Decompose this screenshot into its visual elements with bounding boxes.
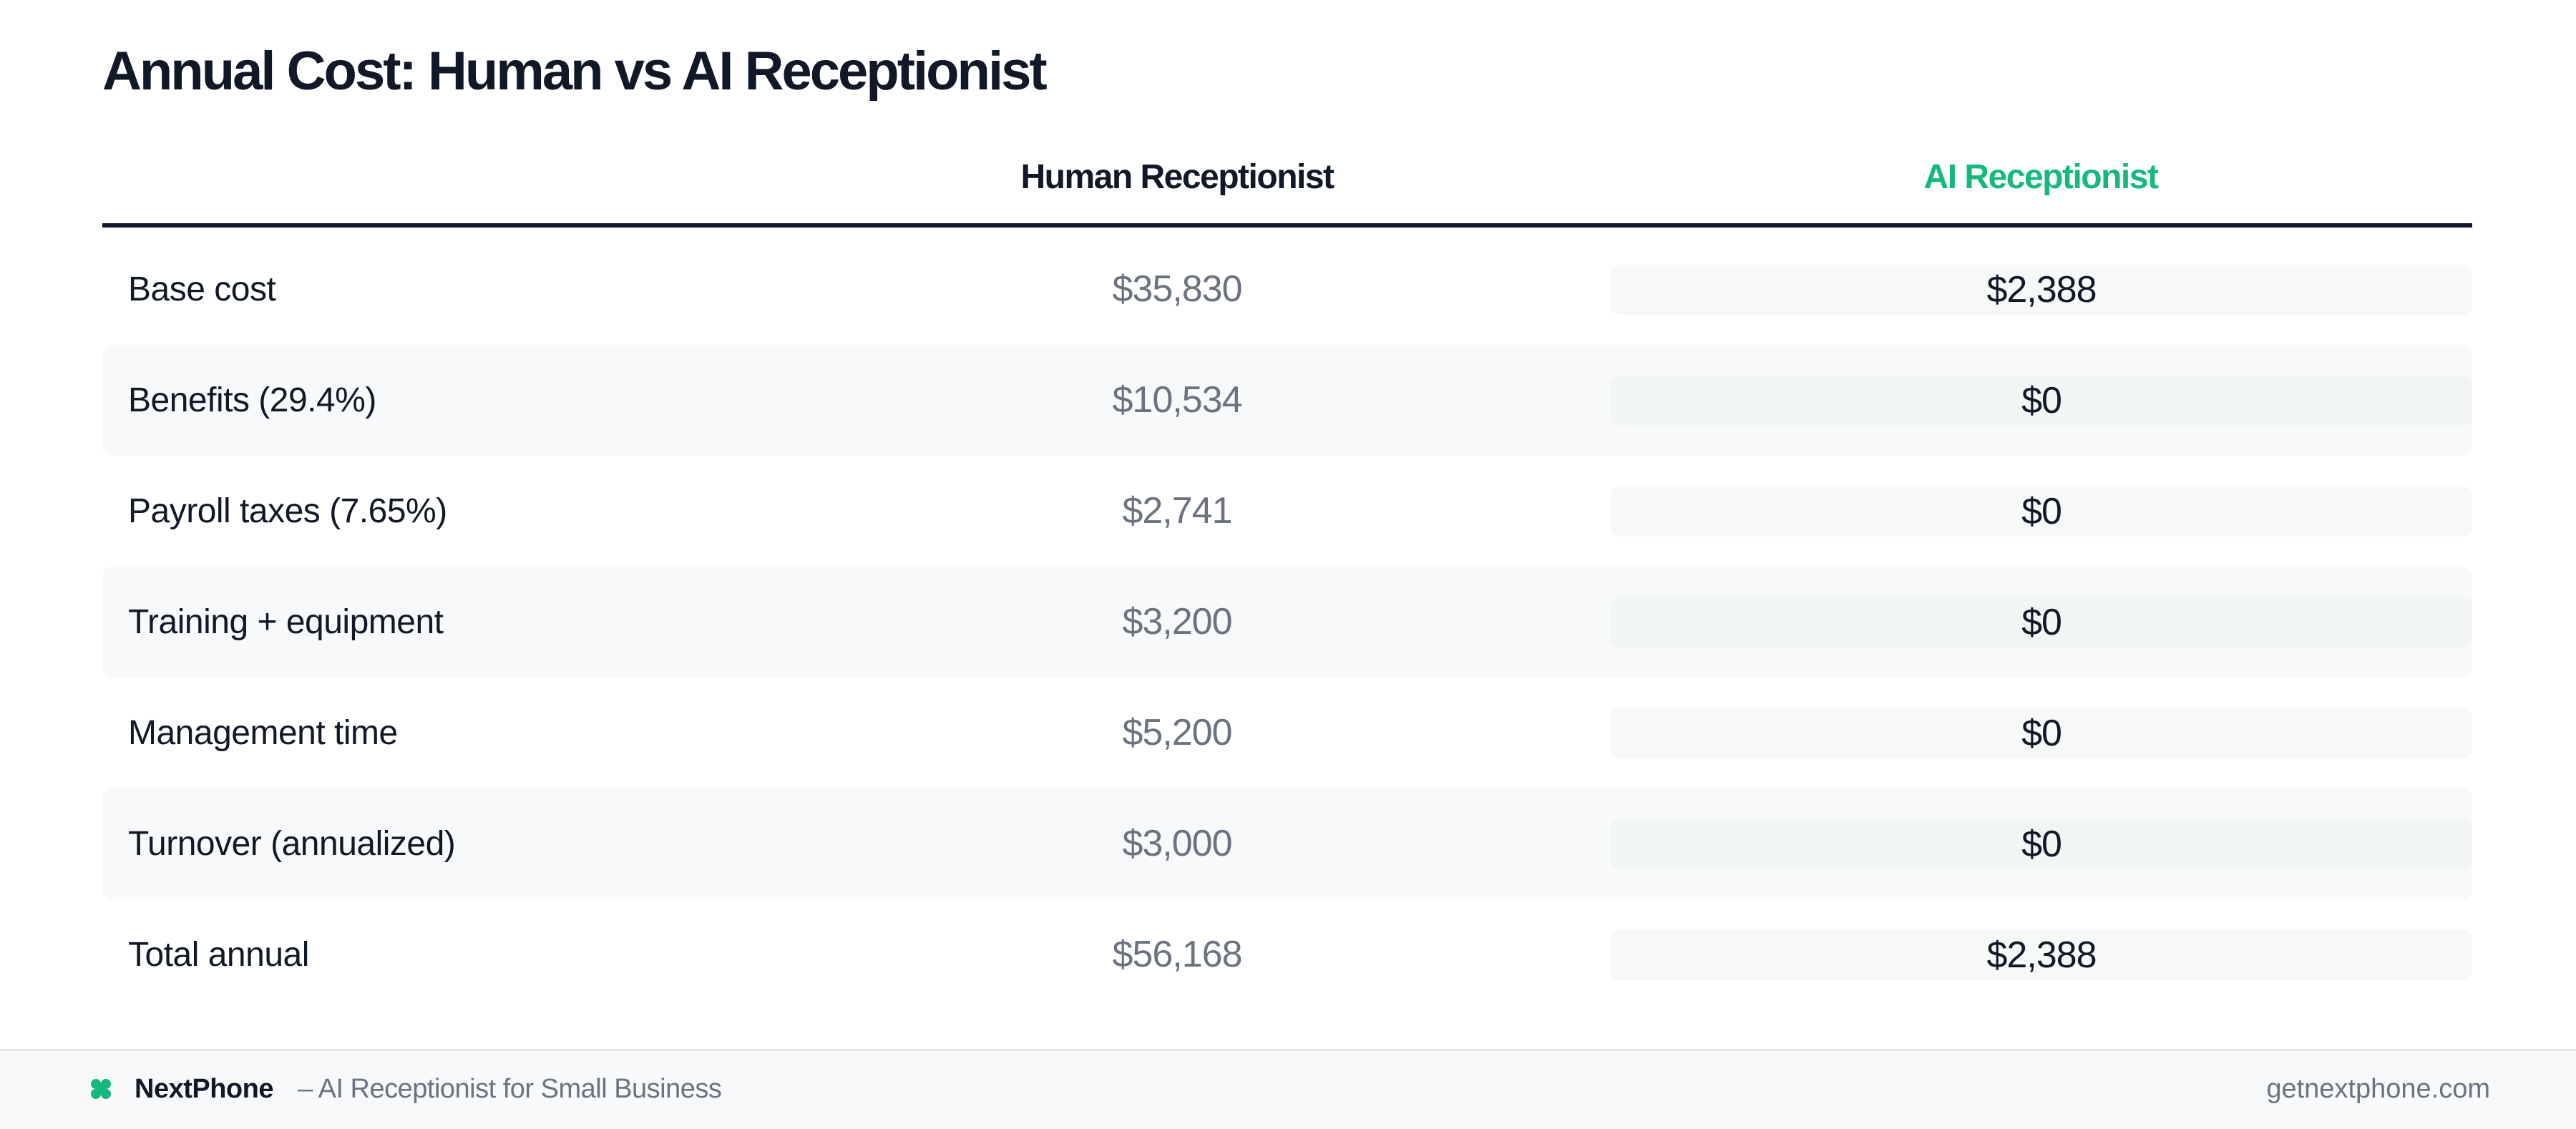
- human-cost: $35,830: [1112, 268, 1243, 310]
- row-label: Total annual: [128, 936, 309, 974]
- row-label: Training + equipment: [128, 603, 444, 641]
- human-cost: $10,534: [1112, 379, 1243, 421]
- ai-cost: $0: [1611, 487, 2472, 537]
- row-label: Payroll taxes (7.65%): [128, 492, 447, 530]
- table-row-total-annual: Total annual $56,168 $2,388: [102, 899, 2472, 1010]
- human-cost: $3,200: [1122, 601, 1232, 642]
- ai-cost: $0: [1611, 708, 2472, 758]
- cost-table: Base cost $35,830 $2,388 Benefits (29.4%…: [102, 234, 2472, 1010]
- human-cost: $5,200: [1122, 712, 1232, 753]
- clover-logo-icon: [90, 1078, 112, 1100]
- human-cost: $3,000: [1122, 823, 1232, 864]
- row-label: Base cost: [128, 270, 276, 308]
- ai-cost: $2,388: [1611, 930, 2472, 980]
- table-row-benefits: Benefits (29.4%) $10,534 $0: [102, 345, 2472, 456]
- column-header-ai: AI Receptionist: [1923, 158, 2159, 196]
- table-header: Human Receptionist AI Receptionist: [102, 149, 2472, 206]
- human-cost: $56,168: [1112, 934, 1243, 975]
- table-row-management-time: Management time $5,200 $0: [102, 678, 2472, 788]
- row-label: Management time: [128, 714, 398, 752]
- row-label: Benefits (29.4%): [128, 381, 376, 419]
- column-header-human: Human Receptionist: [1020, 158, 1335, 196]
- ai-cost: $2,388: [1611, 265, 2472, 315]
- human-cost: $2,741: [1122, 490, 1232, 532]
- table-row-base-cost: Base cost $35,830 $2,388: [102, 234, 2472, 345]
- ai-cost: $0: [1611, 376, 2472, 426]
- brand-tagline: – AI Receptionist for Small Business: [298, 1074, 722, 1104]
- footer: NextPhone – AI Receptionist for Small Bu…: [0, 1049, 2576, 1129]
- ai-cost: $0: [1611, 597, 2472, 647]
- table-row-payroll-taxes: Payroll taxes (7.65%) $2,741 $0: [102, 456, 2472, 567]
- header-divider: [102, 223, 2472, 228]
- page-title: Annual Cost: Human vs AI Receptionist: [102, 41, 1048, 102]
- table-row-turnover: Turnover (annualized) $3,000 $0: [102, 788, 2472, 899]
- brand-name: NextPhone: [135, 1074, 273, 1104]
- ai-cost: $0: [1611, 819, 2472, 869]
- website-link[interactable]: getnextphone.com: [2266, 1074, 2490, 1104]
- row-label: Turnover (annualized): [128, 825, 456, 863]
- table-row-training-equipment: Training + equipment $3,200 $0: [102, 567, 2472, 678]
